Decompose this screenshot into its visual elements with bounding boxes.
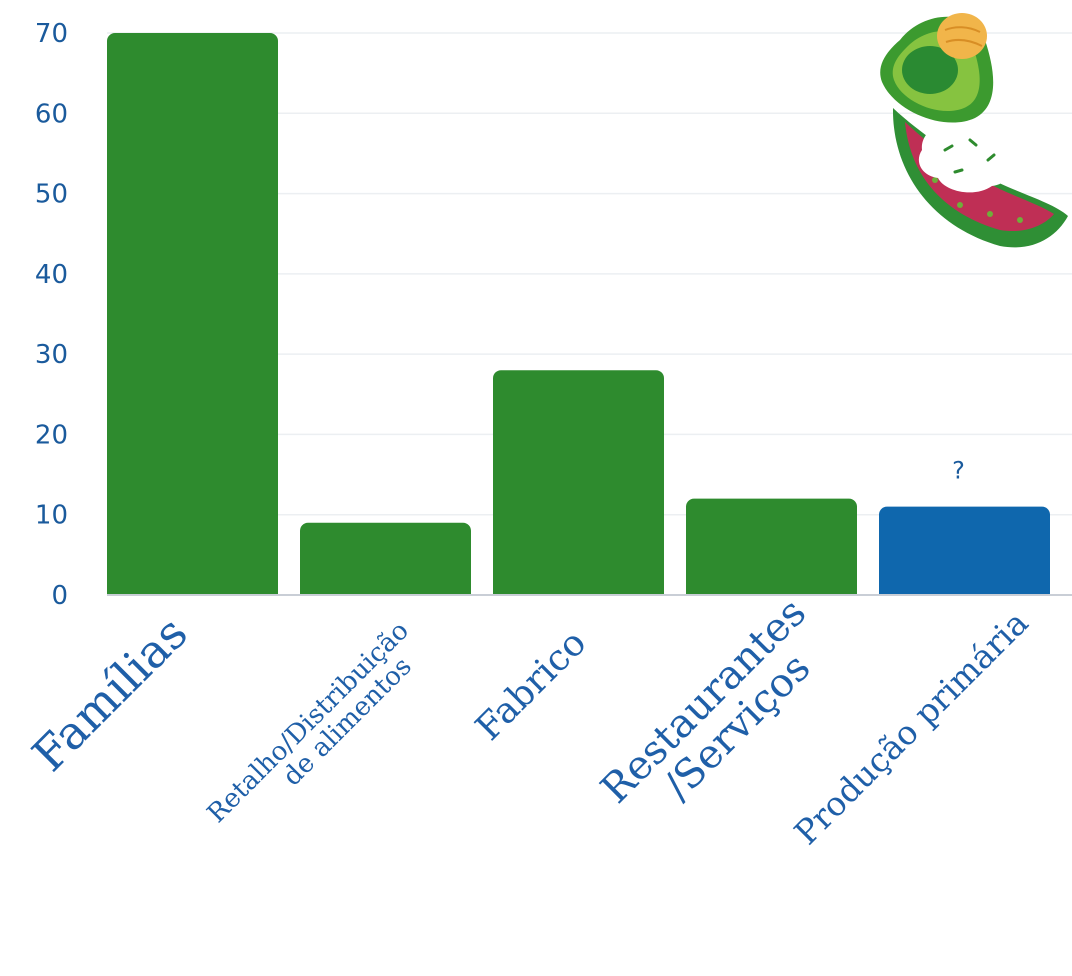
bar-5 — [879, 506, 1050, 595]
bar-3 — [493, 370, 664, 595]
y-axis: 0 10 20 30 40 50 60 70 — [35, 19, 68, 611]
x-tick-label: Famílias — [22, 606, 198, 782]
y-tick-label: 0 — [51, 581, 68, 611]
bars — [107, 33, 1050, 595]
bar-4-base — [686, 585, 857, 595]
bar-2-base — [300, 585, 471, 595]
x-tick-label-line: Produção primária — [787, 603, 1036, 852]
annotation-label: ? — [952, 457, 965, 485]
x-tick-label-line: Famílias — [22, 606, 198, 782]
y-tick-label: 50 — [35, 180, 68, 210]
bar-2 — [300, 522, 471, 595]
x-tick-label: Fabrico — [468, 622, 594, 748]
x-tick-label: Produção primária — [787, 603, 1036, 852]
y-tick-label: 20 — [35, 420, 68, 450]
bar-5-base — [879, 585, 1050, 595]
y-tick-label: 70 — [35, 19, 68, 49]
x-tick-label-line: Fabrico — [468, 622, 594, 748]
bar-4 — [686, 498, 857, 595]
bar-3-base — [493, 585, 664, 595]
x-tick-label-line: Retalho/Distribuição — [202, 616, 415, 829]
y-tick-label: 10 — [35, 501, 68, 531]
bar-1-base — [107, 585, 278, 595]
annotations: ? — [952, 457, 965, 485]
bar-1 — [107, 33, 278, 595]
avocado-watermelon-icon — [880, 13, 1068, 248]
y-tick-label: 30 — [35, 340, 68, 370]
y-tick-label: 60 — [35, 99, 68, 129]
y-tick-label: 40 — [35, 260, 68, 290]
